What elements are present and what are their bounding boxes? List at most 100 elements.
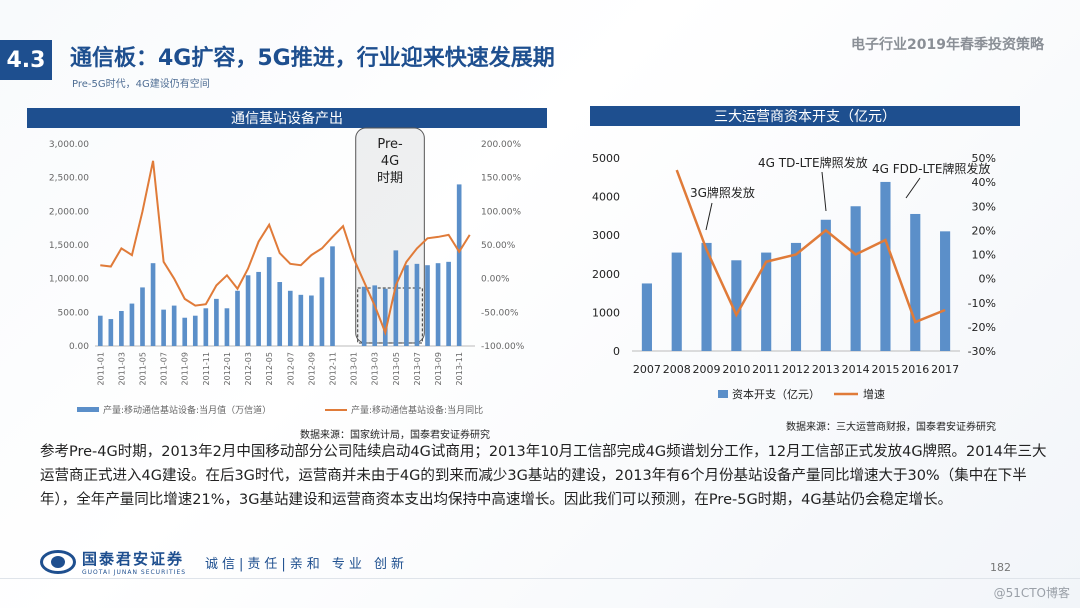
bar (182, 317, 188, 346)
bar (790, 242, 802, 351)
footer-divider (0, 578, 1080, 579)
annotation-arrow (705, 202, 713, 231)
right-y-tick-label: -50.00% (481, 308, 519, 318)
annotation-arrow (905, 177, 921, 199)
bar (446, 261, 451, 346)
bar (224, 308, 230, 346)
x-tick-label: 2013-05 (392, 352, 401, 385)
left-chart-title: 通信基站设备产出 (27, 108, 547, 128)
x-tick-label: 2013-01 (350, 352, 359, 385)
growth-line (675, 169, 946, 324)
x-tick-label: 2017 (931, 363, 959, 376)
x-tick-label: 2011-05 (139, 352, 148, 385)
bar (161, 309, 166, 346)
logo-english: GUOTAI JUNAN SECURITIES (82, 569, 187, 576)
watermark: @51CTO博客 (993, 586, 1070, 600)
right-y-tick-label: 200.00% (481, 140, 521, 150)
report-name: 电子行业2019年春季投资策略 (851, 37, 1044, 53)
x-tick-label: 2007 (633, 363, 661, 376)
bar (245, 275, 251, 346)
x-tick-label: 2012-01 (223, 352, 232, 385)
bar (192, 315, 198, 346)
bar (330, 246, 335, 346)
x-tick-label: 2008 (663, 363, 691, 376)
bar (761, 252, 772, 351)
legend-bar-swatch (718, 390, 728, 398)
left-y-tick-label: 1,000.00 (49, 275, 89, 285)
left-y-tick-label: 2,500.00 (49, 174, 89, 184)
legend-line-label: 产量:移动通信基站设备:当月同比 (351, 404, 483, 416)
bar (150, 263, 156, 346)
x-tick-label: 2012-09 (307, 352, 316, 385)
bar (266, 257, 272, 346)
right-y-tick-label: 10% (972, 249, 996, 262)
left-y-tick-label: 3000 (592, 229, 620, 242)
right-y-tick-label: 30% (972, 200, 996, 213)
right-y-tick-label: 20% (972, 224, 996, 237)
x-tick-label: 2016 (901, 363, 929, 376)
annotation-arrow (821, 171, 827, 212)
right-y-tick-label: 50.00% (481, 241, 516, 251)
bar (850, 206, 861, 351)
pre4g-dashed-box (357, 287, 423, 344)
x-tick-label: 2015 (871, 363, 899, 376)
bar (203, 308, 209, 346)
right-y-tick-label: -100.00% (481, 342, 525, 352)
legend-bar-label: 资本开支（亿元） (732, 387, 820, 401)
legend-bar-swatch (77, 407, 99, 412)
bar (910, 213, 921, 351)
x-tick-label: 2012-11 (329, 352, 338, 385)
bar (277, 282, 283, 346)
pre4g-annotation: Pre- (377, 137, 403, 152)
pre4g-annotation: 4G (381, 154, 399, 169)
bar (309, 295, 314, 346)
bar (393, 250, 399, 346)
bar (940, 231, 951, 351)
left-y-tick-label: 2,000.00 (49, 207, 89, 217)
x-tick-label: 2012-05 (265, 352, 274, 385)
right-y-tick-label: 40% (972, 176, 996, 189)
bar (671, 252, 682, 351)
right-y-tick-label: -30% (968, 345, 996, 358)
bar (119, 310, 124, 346)
annotation-fdd-lte: 4G FDD-LTE牌照发放 (872, 161, 990, 176)
right-chart-source: 数据来源：三大运营商财报，国泰君安证券研究 (786, 422, 996, 433)
right-y-tick-label: 50% (972, 152, 996, 165)
left-y-tick-label: 0.00 (69, 342, 89, 352)
page-number: 182 (990, 561, 1011, 574)
page-title: 通信板：4G扩容，5G推进，行业迎来快速发展期 (70, 46, 555, 71)
bar (435, 263, 441, 346)
right-y-tick-label: 0% (979, 273, 996, 286)
bar (404, 265, 409, 346)
left-y-tick-label: 3,000.00 (49, 140, 89, 150)
x-tick-label: 2011-09 (181, 352, 190, 385)
left-y-tick-label: 0 (613, 345, 620, 358)
x-tick-label: 2013-03 (371, 352, 380, 385)
bar (425, 265, 430, 346)
bar (701, 242, 712, 351)
annotation-td-lte: 4G TD-LTE牌照发放 (758, 155, 868, 170)
body-paragraph: 参考Pre-4G时期，2013年2月中国移动部分公司陆续启动4G试商用；2013… (40, 444, 1047, 508)
page-subtitle: Pre-5G时代，4G建设仍有空间 (72, 79, 210, 90)
left-y-tick-label: 2000 (592, 268, 620, 281)
bar (372, 285, 378, 346)
x-tick-label: 2013-07 (413, 352, 422, 385)
right-y-tick-label: 150.00% (481, 174, 521, 184)
x-tick-label: 2011-01 (96, 352, 105, 385)
left-y-tick-label: 5000 (592, 152, 620, 165)
right-chart: 0 1000 2000 3000 4000 5000 -30% -20% -10% 0% 10% 20… (590, 126, 1030, 416)
bar (97, 315, 103, 346)
pre4g-annotation: 时期 (377, 171, 403, 186)
x-tick-label: 2011 (752, 363, 780, 376)
left-y-tick-label: 1000 (592, 306, 620, 319)
bar (456, 184, 462, 346)
left-y-tick-label: 1,500.00 (49, 241, 89, 251)
annotation-3g: 3G牌照发放 (690, 185, 755, 200)
bar (108, 319, 114, 346)
bar (129, 303, 135, 346)
right-y-tick-label: -20% (968, 321, 996, 334)
legend-bar-label: 产量:移动通信基站设备:当月值（万信道） (103, 404, 271, 416)
left-chart: Pre- 4G 时期 0.00 500.00 1,000.00 1,500.00 2,000.… (27, 127, 567, 418)
x-tick-label: 2012 (782, 363, 810, 376)
